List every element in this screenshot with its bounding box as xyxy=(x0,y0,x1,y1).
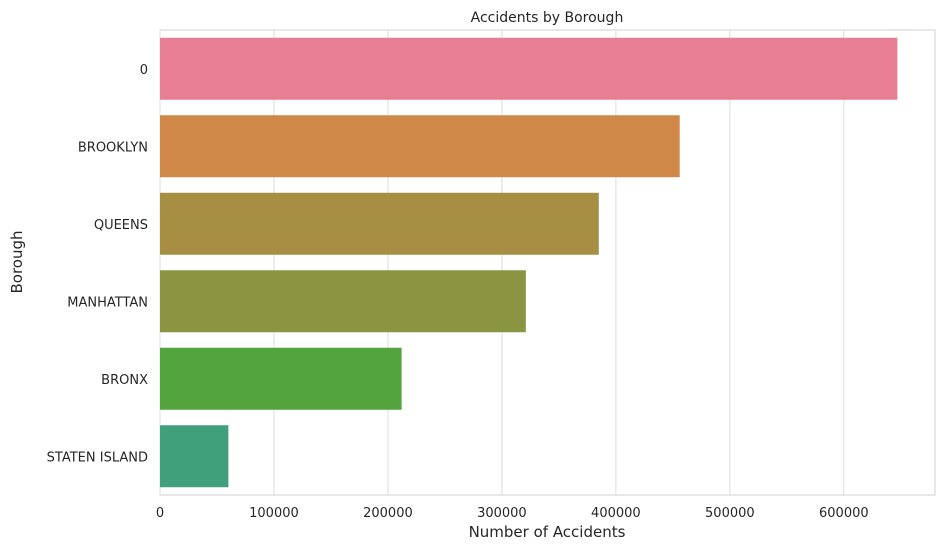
grid-lines xyxy=(159,30,845,495)
x-tick-label: 100000 xyxy=(249,506,299,521)
x-tick-label: 500000 xyxy=(705,506,755,521)
y-tick-label: BROOKLYN xyxy=(78,140,148,155)
bar xyxy=(160,347,402,410)
y-axis-label: Borough xyxy=(8,230,26,293)
bars xyxy=(160,37,898,488)
x-tick-label: 600000 xyxy=(819,506,869,521)
bar xyxy=(160,425,229,488)
x-tick-label: 200000 xyxy=(363,506,413,521)
y-tick-label: BRONX xyxy=(101,373,148,388)
plot-area xyxy=(159,29,936,496)
x-tick-label: 300000 xyxy=(477,506,527,521)
chart-title: Accidents by Borough xyxy=(471,10,624,26)
x-tick-label: 400000 xyxy=(591,506,641,521)
bar xyxy=(160,192,599,255)
bar xyxy=(160,37,898,100)
x-tick-label: 0 xyxy=(156,506,164,521)
y-tick-labels: 0 BROOKLYN QUEENS MANHATTAN BRONX STATEN ISLA… xyxy=(47,63,148,466)
y-tick-label: MANHATTAN xyxy=(67,295,148,310)
x-axis-label: Number of Accidents xyxy=(469,523,626,541)
y-tick-label: QUEENS xyxy=(94,218,148,233)
bar xyxy=(160,115,680,178)
y-tick-label: STATEN ISLAND xyxy=(47,450,148,465)
y-tick-label: 0 xyxy=(140,63,148,78)
x-tick-labels: 0 100000 200000 300000 400000 500000 600000 xyxy=(156,506,869,521)
bar xyxy=(160,270,526,333)
